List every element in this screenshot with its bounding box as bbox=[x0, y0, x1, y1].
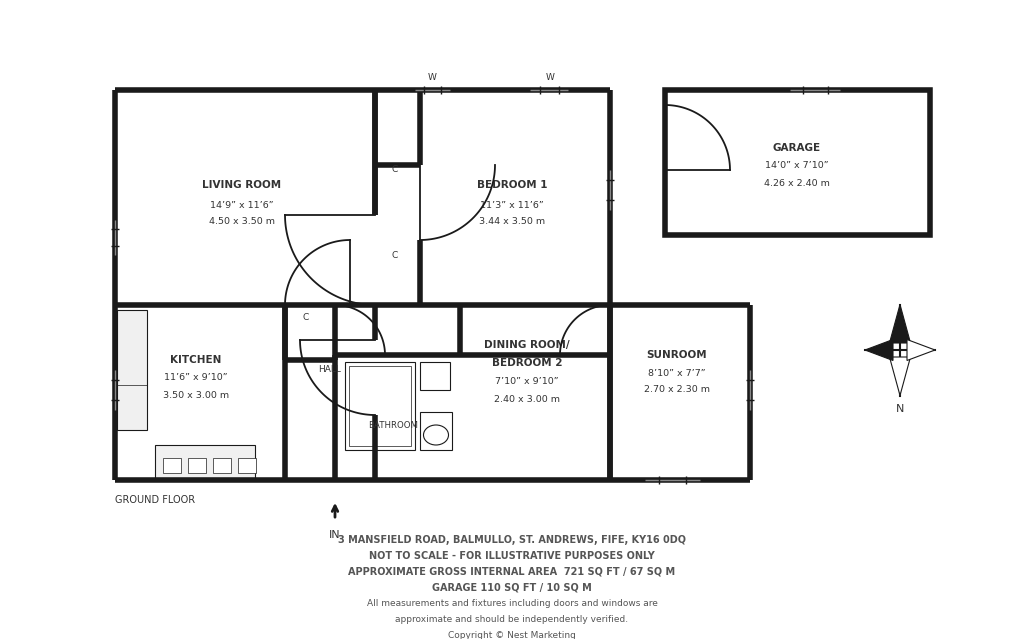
Text: Copyright © Nest Marketing: Copyright © Nest Marketing bbox=[449, 631, 575, 639]
Text: 4.26 x 2.40 m: 4.26 x 2.40 m bbox=[764, 178, 829, 187]
Bar bbox=[163, 458, 181, 473]
Bar bbox=[238, 458, 256, 473]
Text: All measurements and fixtures including doors and windows are: All measurements and fixtures including … bbox=[367, 599, 657, 608]
Text: 8’10” x 7’7”: 8’10” x 7’7” bbox=[648, 369, 706, 378]
Text: 4.50 x 3.50 m: 4.50 x 3.50 m bbox=[209, 217, 275, 226]
Text: DINING ROOM/: DINING ROOM/ bbox=[484, 340, 569, 350]
Text: HALL: HALL bbox=[318, 366, 341, 374]
Text: 2.40 x 3.00 m: 2.40 x 3.00 m bbox=[494, 394, 560, 403]
Text: 7’10” x 9’10”: 7’10” x 9’10” bbox=[496, 378, 559, 387]
Text: BEDROOM 2: BEDROOM 2 bbox=[492, 358, 562, 368]
Text: BEDROOM 1: BEDROOM 1 bbox=[477, 180, 547, 190]
Text: 3.50 x 3.00 m: 3.50 x 3.00 m bbox=[163, 390, 229, 399]
Text: LIVING ROOM: LIVING ROOM bbox=[203, 180, 282, 190]
Text: W: W bbox=[546, 73, 554, 82]
Text: N: N bbox=[896, 404, 904, 415]
Polygon shape bbox=[890, 357, 910, 396]
Bar bbox=[349, 366, 411, 446]
Text: KITCHEN: KITCHEN bbox=[170, 355, 221, 365]
Bar bbox=[117, 310, 147, 430]
Bar bbox=[213, 458, 231, 473]
Text: W: W bbox=[428, 73, 436, 82]
Bar bbox=[420, 412, 452, 450]
Text: approximate and should be independently verified.: approximate and should be independently … bbox=[395, 615, 629, 624]
Text: C: C bbox=[303, 314, 309, 323]
Bar bbox=[665, 90, 930, 235]
Text: GARAGE 110 SQ FT / 10 SQ M: GARAGE 110 SQ FT / 10 SQ M bbox=[432, 583, 592, 593]
Text: BATHROOM: BATHROOM bbox=[368, 420, 418, 429]
Text: GARAGE: GARAGE bbox=[773, 143, 821, 153]
Text: NOT TO SCALE - FOR ILLUSTRATIVE PURPOSES ONLY: NOT TO SCALE - FOR ILLUSTRATIVE PURPOSES… bbox=[369, 551, 655, 561]
Text: APPROXIMATE GROSS INTERNAL AREA  721 SQ FT / 67 SQ M: APPROXIMATE GROSS INTERNAL AREA 721 SQ F… bbox=[348, 567, 676, 577]
Text: GROUND FLOOR: GROUND FLOOR bbox=[115, 495, 196, 505]
Ellipse shape bbox=[424, 425, 449, 445]
Bar bbox=[155, 445, 255, 478]
Polygon shape bbox=[890, 305, 910, 343]
Bar bbox=[188, 458, 206, 473]
Text: 14’9” x 11’6”: 14’9” x 11’6” bbox=[210, 201, 273, 210]
Polygon shape bbox=[865, 339, 893, 360]
Text: 14’0” x 7’10”: 14’0” x 7’10” bbox=[765, 162, 828, 171]
Text: 11’6” x 9’10”: 11’6” x 9’10” bbox=[164, 374, 227, 383]
Text: C: C bbox=[392, 250, 398, 259]
Text: IN: IN bbox=[329, 530, 341, 540]
Polygon shape bbox=[907, 339, 935, 360]
Bar bbox=[345, 362, 415, 450]
Text: SUNROOM: SUNROOM bbox=[647, 350, 708, 360]
Bar bbox=[420, 362, 450, 390]
Text: 3 MANSFIELD ROAD, BALMULLO, ST. ANDREWS, FIFE, KY16 0DQ: 3 MANSFIELD ROAD, BALMULLO, ST. ANDREWS,… bbox=[338, 535, 686, 545]
Text: 2.70 x 2.30 m: 2.70 x 2.30 m bbox=[644, 385, 710, 394]
Text: 11’3” x 11’6”: 11’3” x 11’6” bbox=[480, 201, 544, 210]
Text: C: C bbox=[392, 166, 398, 174]
Text: 3.44 x 3.50 m: 3.44 x 3.50 m bbox=[479, 217, 545, 226]
